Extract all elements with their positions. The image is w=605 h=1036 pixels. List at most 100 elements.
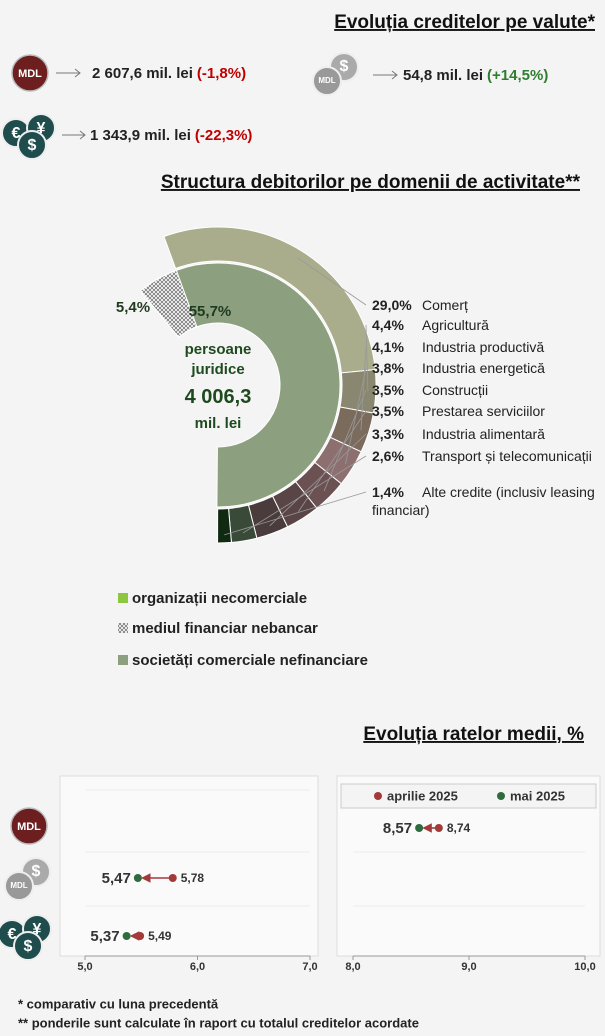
x-tick-label: 10,0 [574,961,595,973]
outer-value-label: 3,5% [372,403,404,419]
x-tick-label: 9,0 [461,961,476,973]
outer-category: Prestarea serviciilor [422,403,545,419]
amount: 54,8 mil. lei (+14,5%) [403,67,548,84]
outer-value-label: 3,3% [372,426,404,442]
x-tick-label: 7,0 [302,961,317,973]
legend-swatch [118,655,128,665]
panel [59,775,319,957]
outer-value-label: 4,4% [372,317,404,333]
icon-text: MDL [10,881,27,890]
leader-line [242,455,367,534]
amount-value: 2 607,6 mil. lei [92,65,193,82]
inner-label: 5,4% [116,299,150,316]
inner-segment [175,262,341,508]
center-value: 4 006,3 [184,386,252,408]
chart-title: Structura debitorilor pe domenii de acti… [161,172,581,193]
leader-line [360,346,367,431]
legend-label: mediul financiar nebancar [132,620,318,637]
leader-line [269,433,367,527]
footnote: ** ponderile sunt calculate în raport cu… [18,1015,419,1030]
icon-text: $ [28,137,37,154]
outer-label: 4,4% Agricultură [372,316,604,334]
amount-change: (+14,5%) [487,67,548,84]
outer-category: Alte credite (inclusiv leasing financiar… [372,484,595,518]
icon-text: € [8,926,17,943]
inner-segment [139,269,198,338]
point [133,874,142,882]
legend-label: aprilie 2025 [387,788,458,803]
icon-text: MDL [318,76,335,85]
outer-category: Industria alimentară [422,426,545,442]
leader-line [323,389,367,492]
coin-icon [312,66,342,96]
icon-text: MDL [18,68,42,80]
outer-label: 3,8% Industria energetică [372,359,604,377]
outer-category: Comerț [422,297,468,313]
center-label: persoane juridice [184,341,252,378]
value-label: 5,49 [148,929,172,943]
mdl-icon [10,807,48,845]
value-label: 5,37 [90,928,119,945]
point [415,824,424,832]
outer-value-label: 3,5% [372,382,404,398]
legend-swatch [118,623,128,633]
outer-label: 4,1% Industria productivă [372,338,604,356]
icon-text: $ [32,863,41,880]
value-label: 5,47 [102,870,131,887]
outer-label: 3,5% Prestarea serviciilor [372,402,604,420]
outer-value-label: 1,4% [372,484,404,500]
leader-line [298,410,367,512]
outer-category: Agricultură [422,317,489,333]
arrow [56,68,81,78]
amount-value: 1 343,9 mil. lei [90,127,191,144]
icon-text: ¥ [33,921,42,938]
value-label: 8,74 [447,821,471,835]
currency-icon [17,130,47,160]
inner-label: 55,7% [189,303,232,320]
legend-swatch [118,593,128,603]
legend-marker [374,792,382,800]
icon-text: ¥ [37,120,46,137]
legend-marker [497,792,505,800]
icon-text: € [12,125,21,142]
amount-change: (-1,8%) [197,65,246,82]
point [168,874,177,882]
point [122,932,131,940]
arrow [373,70,398,80]
row-grid [85,789,585,907]
legend-label: organizații necomerciale [132,590,307,607]
outer-category: Industria productivă [422,339,545,355]
value-label: 8,57 [383,820,412,837]
icon-text: MDL [17,821,41,833]
x-tick-label: 6,0 [190,961,205,973]
outer-category: Transport și telecomunicații [422,448,592,464]
outer-value-label: 4,1% [372,339,404,355]
leader-line [297,257,367,306]
leader-line [365,324,369,392]
arrow [62,130,86,140]
outer-label: 2,6% Transport și telecomunicații [372,447,604,465]
center-unit: mil. lei [194,415,242,432]
leader-line [224,491,367,536]
outer-value-label: 2,6% [372,448,404,464]
amount-change: (-22,3%) [195,127,253,144]
point [434,824,443,832]
outer-category: Industria energetică [422,360,545,376]
outer-value-label: 3,8% [372,360,404,376]
section-title: Evoluția creditelor pe valute* [334,12,595,33]
x-tick-label: 5,0 [77,961,92,973]
currency-icon [13,931,43,961]
coin-icon [4,871,34,901]
outer-label: 3,5% Construcții [372,381,604,399]
legend-box [340,783,597,809]
chart-title: Evoluția ratelor medii, % [363,724,584,745]
footnote: * comparativ cu luna precedentă [18,996,219,1011]
x-tick-label: 8,0 [345,961,360,973]
outer-category: Construcții [422,382,489,398]
amount: 1 343,9 mil. lei (-22,3%) [90,127,252,144]
legend-label: mai 2025 [510,788,565,803]
outer-label: 29,0% Comerț [372,296,604,314]
leader-line [345,367,367,465]
